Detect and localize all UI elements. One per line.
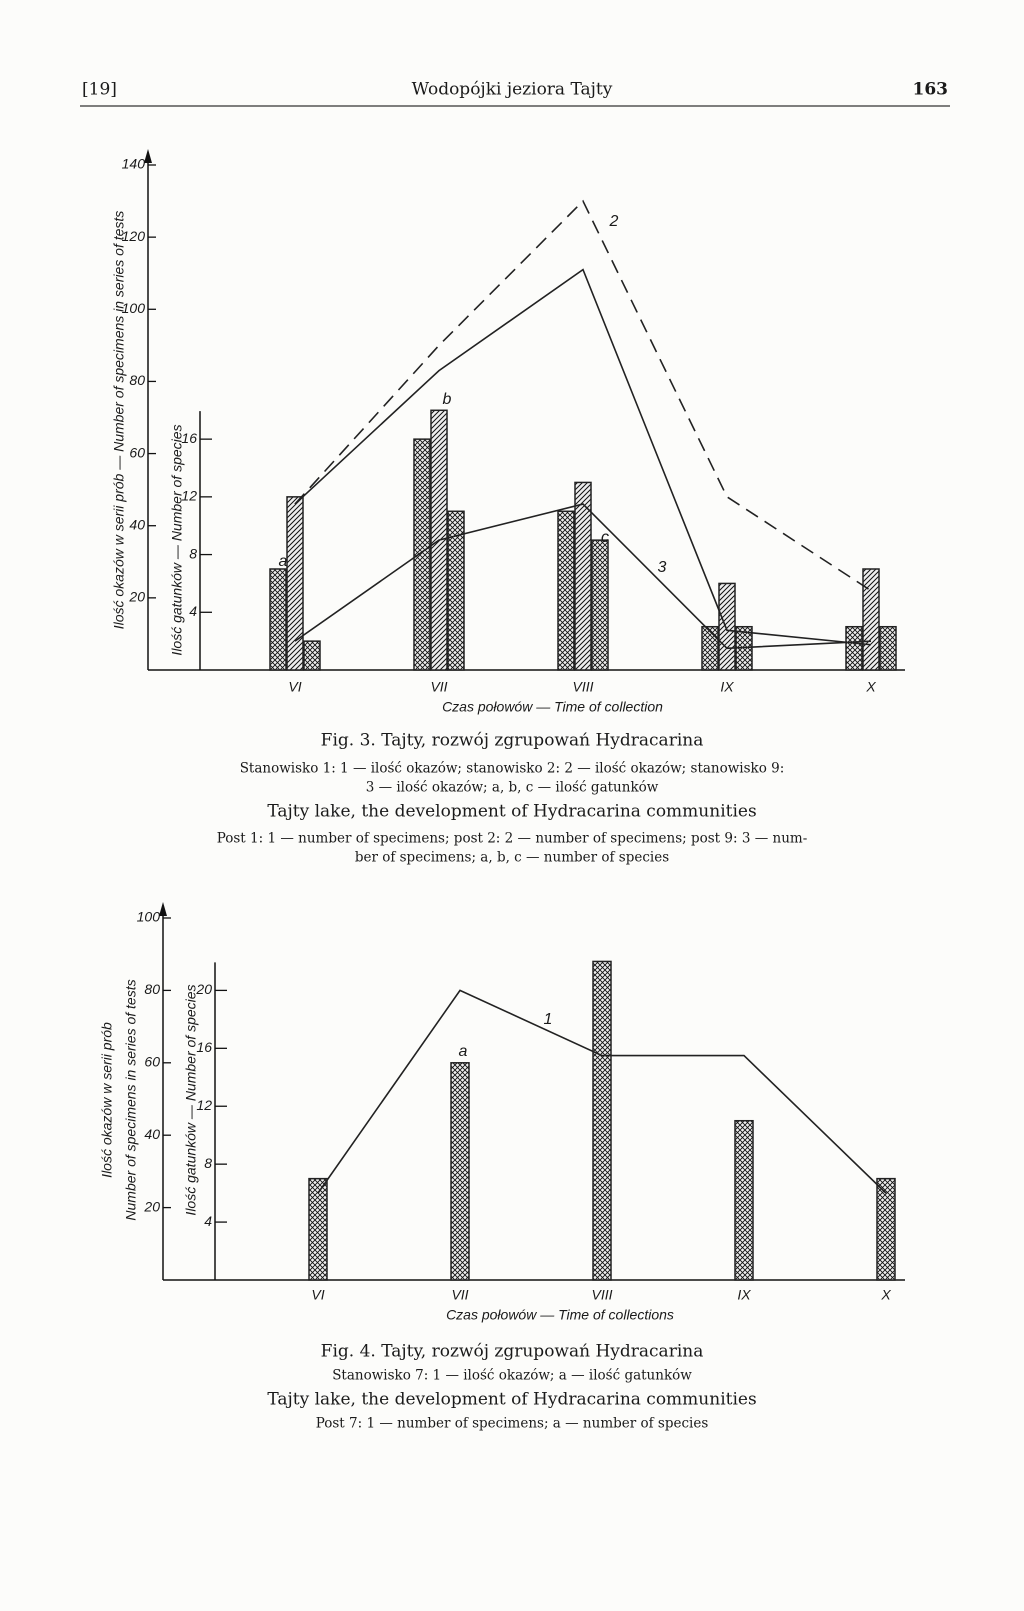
y-tick-label: 100 [122,300,146,316]
y-axis-title: Number of specimens in series of tests [123,979,139,1220]
caption-line: ber of specimens; a, b, c — number of sp… [355,850,669,866]
bar [718,582,736,671]
series-label: b [443,391,452,408]
y2-axis-title: Ilość gatunków — Number of species [183,984,199,1215]
bar [557,510,575,671]
caption-title: Tajty lake, the development of Hydracari… [267,1390,756,1410]
y-tick-label: 100 [137,909,161,925]
bar [591,539,609,671]
caption-title: Tajty lake, the development of Hydracari… [267,802,756,822]
y-tick-label: 60 [144,1054,160,1070]
line [317,989,887,1194]
x-tick-label: VII [430,679,447,695]
bar [879,625,897,671]
y-axis-title: Ilość okazów w serii prób — Number of sp… [111,211,127,630]
series-label: a [459,1043,468,1060]
axis-arrow [144,149,152,163]
x-tick-label: IX [720,679,734,695]
x-axis-title: Czas połowów — Time of collection [442,699,663,715]
y2-tick-label: 20 [195,981,212,997]
caption-line: Stanowisko 7: 1 — ilość okazów; a — iloś… [332,1368,692,1384]
caption-title: Fig. 4. Tajty, rozwój zgrupowań Hydracar… [321,1342,704,1362]
header-left: [19] [82,80,117,100]
bar [862,568,880,671]
x-tick-label: X [880,1287,891,1303]
y-tick-label: 20 [128,589,145,605]
y2-tick-label: 16 [196,1039,212,1055]
y-tick-label: 60 [129,444,145,460]
series-label: 3 [658,559,667,576]
y-tick-label: 140 [122,156,146,172]
header-center: Wodopójki jeziora Tajty [412,80,613,100]
y-tick-label: 20 [143,1198,160,1214]
line [294,268,872,646]
x-tick-label: VI [311,1287,324,1303]
line [294,503,872,650]
axis-arrow [159,902,167,916]
series-label: c [601,529,609,546]
y2-tick-label: 4 [204,1213,212,1229]
y2-tick-label: 12 [181,488,197,504]
bar [269,568,287,671]
bar [450,1062,470,1281]
bar [447,510,465,671]
x-axis-title: Czas połowów — Time of collections [446,1307,674,1323]
x-tick-label: IX [737,1287,751,1303]
x-tick-label: VIII [591,1287,612,1303]
series-label: a [279,553,288,570]
caption-line: Post 7: 1 — number of specimens; a — num… [316,1416,709,1432]
bar [734,1119,754,1281]
line [294,199,872,592]
x-tick-label: VII [451,1287,468,1303]
y-tick-label: 40 [144,1126,160,1142]
caption-title: Fig. 3. Tajty, rozwój zgrupowań Hydracar… [321,731,704,751]
y-tick-label: 120 [122,228,146,244]
y-axis-title: Ilość okazów w serii prób [99,1022,115,1178]
header-right: 163 [913,80,949,100]
y-tick-label: 80 [129,372,145,388]
caption-line: Stanowisko 1: 1 — ilość okazów; stanowis… [240,761,785,777]
bar [876,1177,896,1281]
y2-tick-label: 4 [189,603,197,619]
series-label: 1 [544,1011,553,1028]
y-tick-label: 80 [144,981,160,997]
bar [308,1177,328,1281]
y-tick-label: 40 [129,516,145,532]
y2-tick-label: 16 [181,430,197,446]
x-tick-label: VIII [572,679,593,695]
bar [303,640,321,671]
y2-axis-title: Ilość gatunków — Number of species [169,424,185,655]
bar [592,960,612,1281]
y2-tick-label: 8 [204,1155,212,1171]
caption-line: 3 — ilość okazów; a, b, c — ilość gatunk… [366,780,659,796]
x-tick-label: X [865,679,876,695]
bar [574,481,592,671]
x-tick-label: VI [288,679,301,695]
caption-line: Post 1: 1 — number of specimens; post 2:… [217,831,808,847]
y2-tick-label: 12 [196,1097,212,1113]
y2-tick-label: 8 [189,545,197,561]
bar [845,625,863,671]
bar [701,625,719,671]
series-label: 2 [609,213,619,230]
bar [286,496,304,671]
bar [413,438,431,671]
